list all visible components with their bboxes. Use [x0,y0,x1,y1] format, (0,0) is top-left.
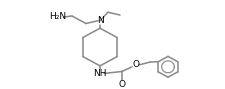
Text: O: O [133,60,140,69]
Text: NH: NH [93,69,107,78]
Text: O: O [119,80,126,89]
Text: H₂N: H₂N [50,12,67,21]
Text: N: N [97,16,103,25]
